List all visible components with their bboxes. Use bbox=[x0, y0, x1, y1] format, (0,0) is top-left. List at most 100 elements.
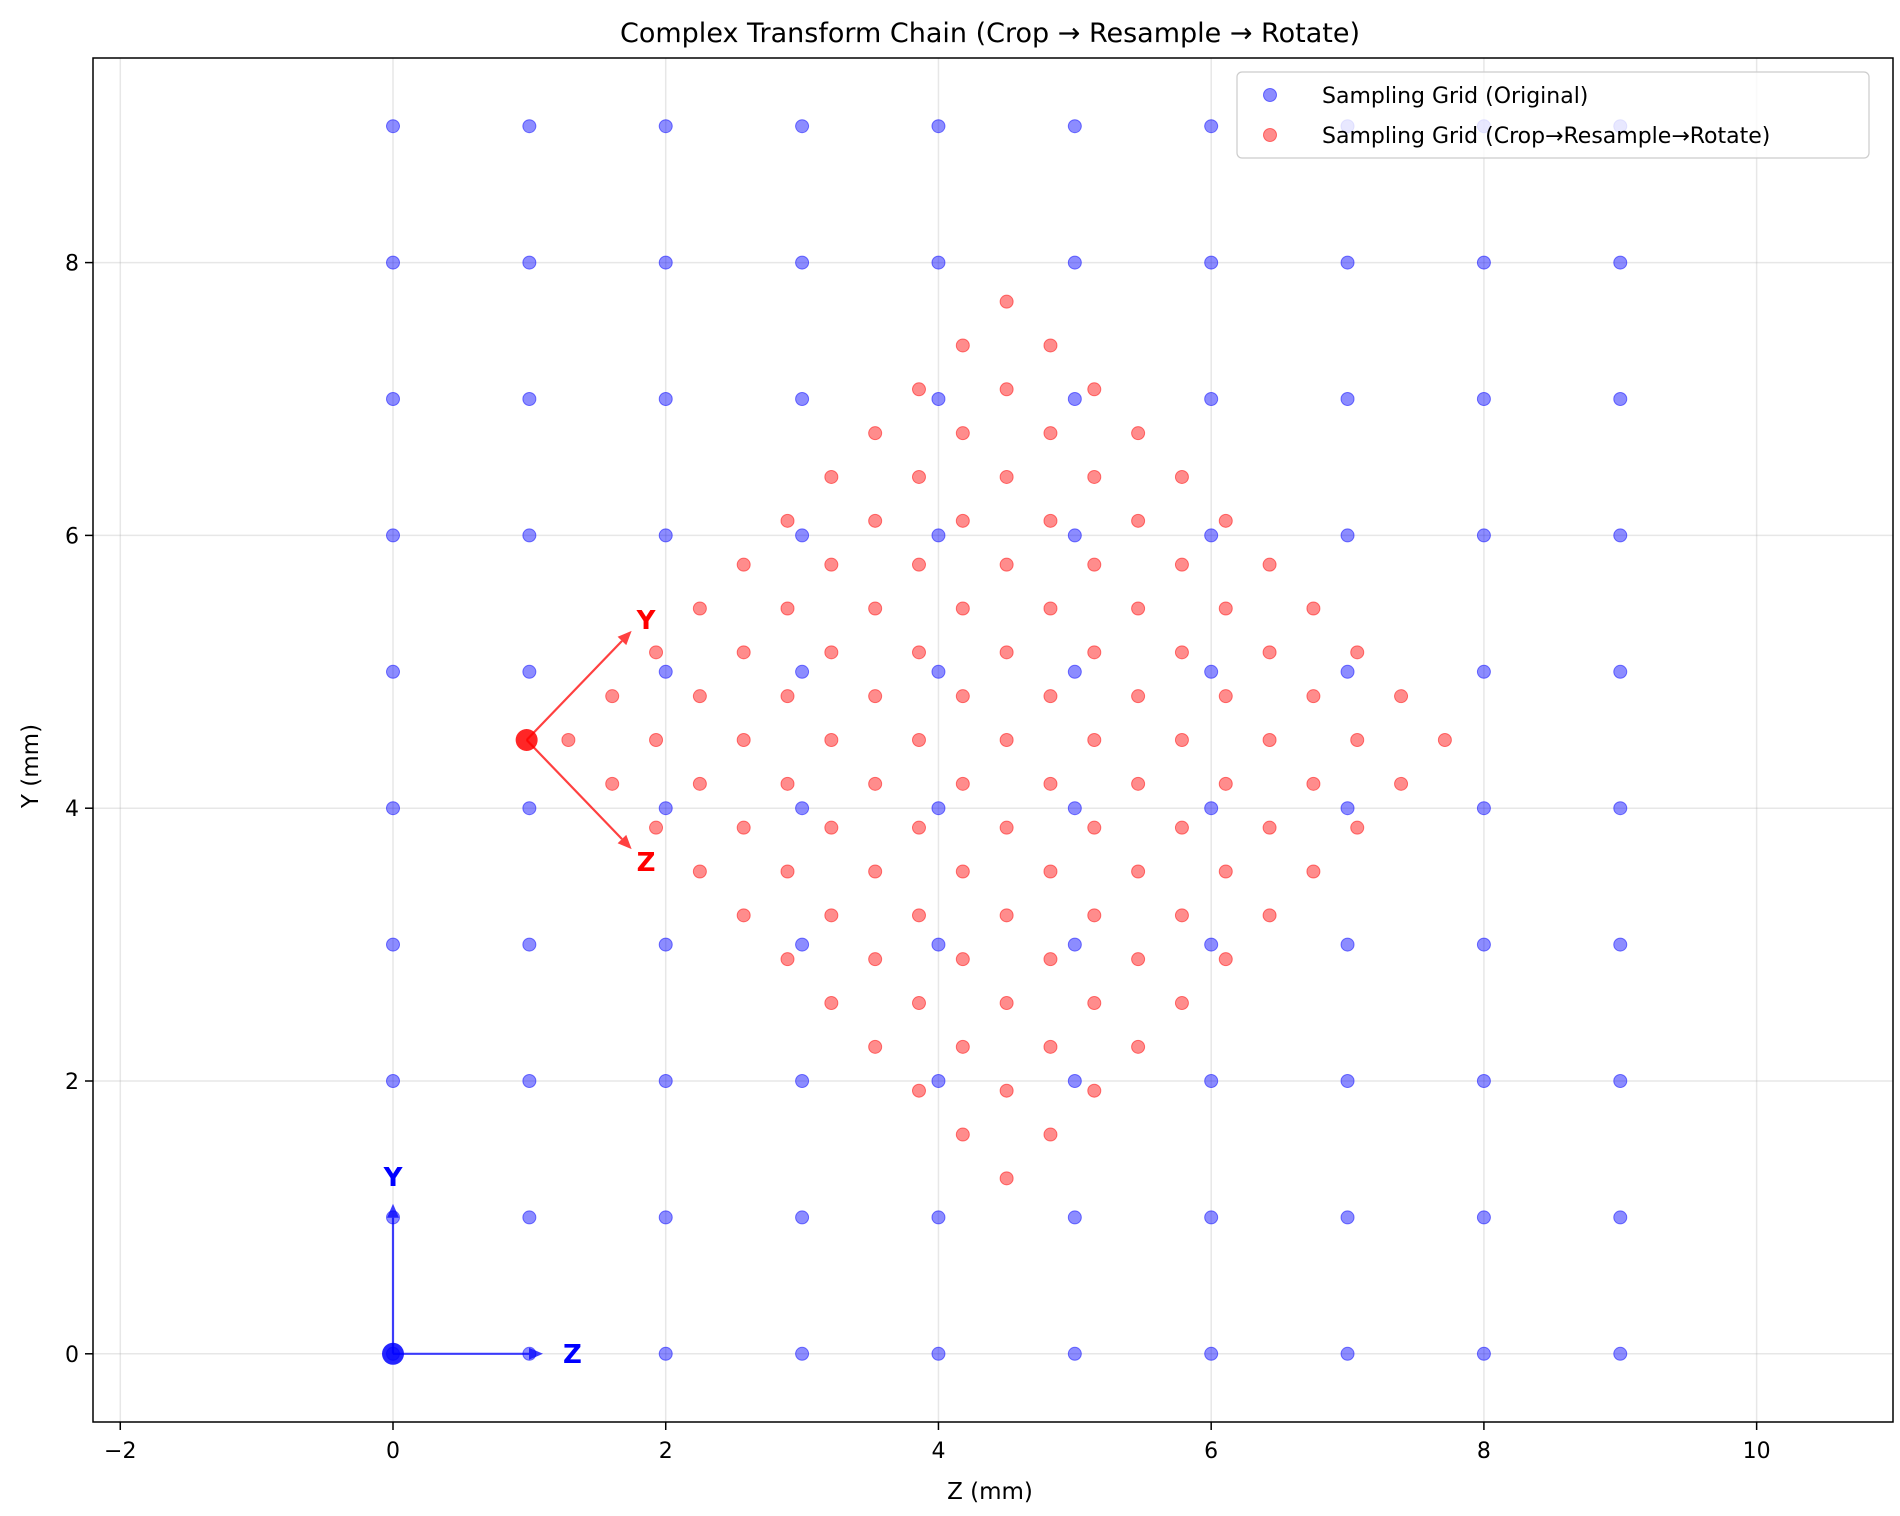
original-grid-point bbox=[931, 1210, 946, 1225]
original-grid-point bbox=[522, 1074, 537, 1088]
transformed-grid-point bbox=[1043, 513, 1058, 528]
original-grid-point bbox=[386, 1074, 400, 1088]
transformed-grid-point bbox=[1174, 820, 1189, 835]
original-grid-point bbox=[1067, 801, 1082, 816]
transformed-grid-point bbox=[999, 294, 1014, 309]
original-grid-point bbox=[1340, 255, 1355, 270]
original-grid-point bbox=[1067, 1346, 1082, 1361]
legend-label-transformed: Sampling Grid (Crop→Resample→Rotate) bbox=[1322, 124, 1770, 149]
x-tick-label: 0 bbox=[386, 1439, 400, 1464]
original-grid-point bbox=[1340, 937, 1355, 952]
y-axis-label: Y (mm) bbox=[18, 724, 44, 809]
original-grid-point bbox=[1476, 801, 1491, 816]
original-grid-point bbox=[795, 1346, 810, 1361]
original-grid-point bbox=[1204, 1210, 1219, 1225]
original-grid-point bbox=[1204, 937, 1219, 952]
original-grid-point bbox=[1067, 392, 1082, 406]
transformed-grid-point bbox=[955, 776, 970, 791]
original-grid-point bbox=[658, 119, 673, 134]
y-tick-label: 6 bbox=[65, 524, 79, 549]
original-grid-point bbox=[658, 664, 673, 679]
transformed-grid-point bbox=[1218, 689, 1233, 704]
transformed-grid-point bbox=[1218, 776, 1233, 791]
transformed-grid-point bbox=[1087, 733, 1102, 747]
original-grid-point bbox=[386, 528, 400, 543]
original-grid-point bbox=[386, 937, 400, 952]
transformed-grid-point bbox=[1043, 689, 1058, 704]
original-grid-point bbox=[386, 392, 400, 406]
original-grid-point bbox=[1476, 1210, 1491, 1225]
original-grid-point bbox=[1613, 528, 1628, 543]
transformed-grid-point bbox=[1262, 908, 1277, 923]
axis-ticks: −2 0 2 4 6 8 10 0 2 4 6 8 bbox=[65, 252, 1771, 1464]
x-tick-label: 8 bbox=[1477, 1439, 1491, 1464]
original-grid-point bbox=[931, 119, 946, 134]
y-tick-label: 2 bbox=[65, 1070, 79, 1095]
plot-area-frame bbox=[92, 57, 1894, 1423]
chart-title: Complex Transform Chain (Crop → Resample… bbox=[620, 18, 1360, 49]
transformed-grid-point bbox=[824, 557, 839, 572]
original-grid-point bbox=[795, 392, 810, 406]
transformed-grid-point bbox=[911, 820, 926, 835]
original-grid-point bbox=[1340, 801, 1355, 816]
transformed-grid-point bbox=[1043, 864, 1058, 879]
transformed-grid-point bbox=[868, 864, 883, 879]
transformed-grid-point bbox=[911, 645, 926, 660]
original-grid-point bbox=[931, 392, 946, 406]
transformed-grid-point bbox=[1087, 1083, 1102, 1098]
transformed-grid-point bbox=[1131, 864, 1146, 879]
transformed-z-arrow-head bbox=[617, 834, 632, 850]
original-grid-point bbox=[1067, 937, 1082, 952]
original-z-axis-label: Z bbox=[563, 1340, 582, 1370]
transformed-grid-point bbox=[1043, 338, 1058, 353]
original-grid-point bbox=[1613, 392, 1628, 406]
transformed-grid-point bbox=[780, 776, 795, 791]
original-grid-point bbox=[1476, 1074, 1491, 1088]
original-grid-point bbox=[1476, 255, 1491, 270]
original-grid-point bbox=[522, 801, 537, 816]
transformed-grid-point bbox=[955, 952, 970, 967]
transformed-grid-point bbox=[999, 1171, 1014, 1186]
legend-label-original: Sampling Grid (Original) bbox=[1322, 84, 1588, 109]
original-grid-point bbox=[1067, 528, 1082, 543]
x-tick-label: 10 bbox=[1743, 1439, 1771, 1464]
transformed-grid-point bbox=[1131, 776, 1146, 791]
grid-lines bbox=[93, 58, 1893, 1422]
transformed-grid-point bbox=[692, 601, 707, 616]
transformed-grid-point bbox=[868, 689, 883, 704]
original-grid-point bbox=[386, 801, 400, 816]
transformed-y-arrow-head bbox=[617, 630, 632, 646]
original-grid-point bbox=[658, 528, 673, 543]
y-tick-label: 8 bbox=[65, 252, 79, 277]
transformed-y-axis-label: Y bbox=[636, 606, 657, 636]
transformed-grid-point bbox=[911, 908, 926, 923]
transformed-grid-point bbox=[999, 733, 1014, 747]
original-y-arrow-head bbox=[387, 1203, 399, 1218]
original-grid-point bbox=[931, 255, 946, 270]
transformed-grid-point bbox=[999, 382, 1014, 397]
x-tick-label: −2 bbox=[104, 1439, 136, 1464]
transformed-grid-point bbox=[868, 426, 883, 441]
transformed-grid-point bbox=[911, 1083, 926, 1098]
legend-marker-transformed bbox=[1263, 128, 1277, 142]
transformed-grid-point bbox=[649, 733, 664, 747]
transformed-grid-point bbox=[1218, 952, 1233, 967]
transformed-z-axis-label: Z bbox=[637, 848, 656, 878]
transformed-grid-point bbox=[692, 864, 707, 879]
transformed-grid-point bbox=[1350, 733, 1365, 747]
transformed-y-arrow-shaft bbox=[525, 640, 623, 741]
original-grid-point bbox=[1476, 392, 1491, 406]
original-grid-point bbox=[1204, 801, 1219, 816]
transformed-grid-point bbox=[736, 645, 751, 660]
original-grid-point bbox=[1067, 1210, 1082, 1225]
original-grid-point bbox=[1476, 937, 1491, 952]
original-grid-point bbox=[1204, 255, 1219, 270]
transformed-grid-point bbox=[1131, 689, 1146, 704]
original-grid-point bbox=[1476, 1346, 1491, 1361]
transformed-grid-point bbox=[1131, 1039, 1146, 1054]
transformed-grid-point bbox=[911, 733, 926, 747]
transformed-grid-point bbox=[1131, 952, 1146, 967]
original-grid-point bbox=[386, 119, 400, 134]
transformed-grid-point bbox=[1043, 952, 1058, 967]
transformed-grid-point bbox=[1131, 601, 1146, 616]
